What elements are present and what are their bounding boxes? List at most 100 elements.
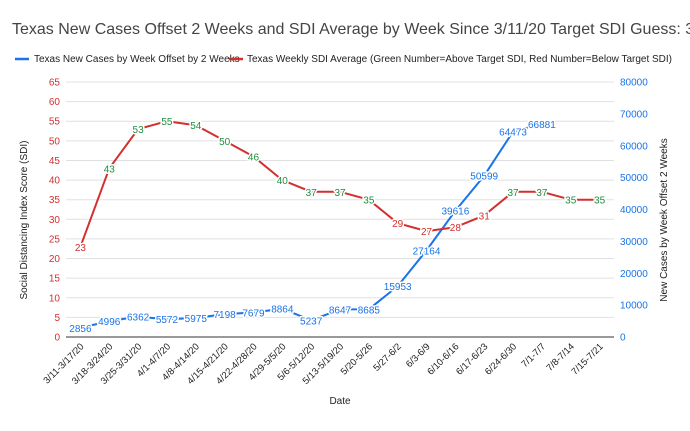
sdi-data-label: 54	[190, 121, 202, 132]
data-label-halo: 15953	[384, 282, 412, 293]
right-axis-title: New Cases by Week Offset 2 Weeks	[659, 138, 670, 301]
data-label-halo: 37	[507, 188, 519, 199]
sdi-data-label: 29	[392, 219, 404, 230]
right-tick-label: 20000	[620, 269, 648, 280]
data-label-halo: 7198	[214, 310, 237, 321]
sdi-data-label: 37	[536, 188, 548, 199]
data-label-halo: 4996	[98, 317, 121, 328]
cases-point	[136, 315, 140, 318]
sdi-point	[136, 127, 140, 131]
right-axis-ticks: 0 10000 20000 30000 40000 50000 60000 70000 8000…	[620, 78, 648, 344]
data-label-halo: 64473	[499, 127, 527, 138]
cases-point	[367, 308, 371, 311]
left-tick-label: 65	[49, 78, 61, 89]
x-axis-title: Date	[329, 396, 351, 407]
sdi-data-label: 37	[334, 188, 346, 199]
cases-point	[511, 130, 515, 133]
data-label-halo: 8685	[358, 305, 381, 316]
data-label-halo: 39616	[441, 207, 469, 218]
data-label-halo: 46	[248, 153, 260, 164]
sdi-data-label: 37	[507, 188, 519, 199]
left-axis-ticks: 0 5 10 15 20 25 30 35 40 45 50 55 60 65	[49, 78, 61, 344]
cases-data-label: 4996	[98, 317, 121, 328]
cases-data-label: 7198	[214, 310, 237, 321]
cases-data-label: 5237	[300, 316, 323, 327]
data-label-halo: 37	[334, 188, 346, 199]
cases-point	[252, 311, 255, 314]
sdi-data-label: 40	[277, 176, 289, 187]
cases-point	[194, 316, 197, 320]
left-tick-label: 25	[49, 234, 61, 245]
cases-data-label: 8647	[329, 305, 352, 316]
sdi-data-label: 53	[133, 125, 145, 136]
cases-point	[309, 319, 313, 322]
left-tick-label: 40	[49, 176, 61, 187]
left-tick-label: 35	[49, 195, 61, 206]
data-label-halo: 55	[161, 117, 173, 128]
left-tick-label: 10	[49, 293, 61, 304]
sdi-data-label: 35	[565, 196, 577, 207]
data-label-halo: 29	[392, 219, 404, 230]
left-tick-label: 55	[49, 117, 61, 128]
cases-data-label: 66881	[528, 120, 556, 131]
cases-point	[338, 308, 342, 311]
left-tick-label: 15	[49, 274, 61, 285]
sdi-data-label: 35	[594, 196, 606, 207]
cases-data-label: 7679	[242, 309, 265, 320]
cases-data-label: 50599	[470, 172, 498, 183]
sdi-data-label: 37	[306, 188, 318, 199]
data-label-halo: 53	[133, 125, 145, 136]
left-tick-label: 45	[49, 156, 61, 167]
x-axis-ticks: 3/11-3/17/203/18-3/24/203/25-3/31/204/1-…	[42, 341, 606, 387]
legend-label-sdi: Texas Weekly SDI Average (Green Number=A…	[247, 54, 672, 65]
sdi-data-label: 23	[75, 243, 87, 254]
sdi-data-label: 50	[219, 137, 231, 148]
cases-data-label: 64473	[499, 127, 527, 138]
right-tick-label: 0	[620, 333, 626, 344]
sdi-point	[223, 139, 226, 143]
x-tick-label: 7/15-7/21	[570, 341, 606, 377]
gridlines	[66, 81, 614, 338]
sdi-point	[569, 198, 572, 201]
left-tick-label: 60	[49, 97, 61, 108]
right-tick-label: 60000	[620, 141, 648, 152]
sdi-data-label: 46	[248, 153, 260, 164]
data-label-halo: 8647	[329, 305, 352, 316]
cases-data-label: 8685	[358, 305, 381, 316]
cases-point	[223, 312, 226, 316]
cases-point	[425, 249, 428, 252]
left-tick-label: 50	[49, 136, 61, 147]
cases-data-label: 15953	[384, 282, 412, 293]
sdi-point	[309, 190, 313, 194]
sdi-point	[483, 214, 486, 217]
data-label-halo: 35	[565, 196, 577, 207]
sdi-point	[396, 222, 399, 225]
left-tick-label: 20	[49, 254, 61, 265]
data-label-halo: 50599	[470, 172, 498, 183]
data-label-halo: 5975	[185, 314, 208, 325]
sdi-point	[540, 190, 544, 194]
data-label-halo: 5237	[300, 316, 323, 327]
cases-data-label: 8864	[271, 305, 294, 316]
cases-data-label: 2856	[69, 324, 92, 335]
chart-title: Texas New Cases Offset 2 Weeks and SDI A…	[12, 21, 690, 38]
cases-data-label: 39616	[441, 207, 469, 218]
left-tick-label: 5	[54, 313, 60, 324]
data-label-halo: 23	[75, 243, 87, 254]
sdi-series-line	[79, 120, 600, 248]
data-label-halo: 8864	[271, 305, 294, 316]
left-tick-label: 30	[49, 215, 61, 226]
cases-point	[396, 284, 399, 288]
data-label-halo: 35	[594, 196, 606, 207]
legend: Texas New Cases by Week Offset by 2 Week…	[15, 54, 672, 65]
data-label-halo: 2856	[69, 324, 92, 335]
data-label-halo: 28	[450, 223, 462, 234]
sdi-point	[454, 225, 457, 229]
sdi-data-label: 35	[363, 196, 375, 207]
data-label-halo: 37	[306, 188, 318, 199]
sdi-point	[165, 120, 169, 123]
cases-point	[79, 326, 82, 330]
sdi-point	[598, 198, 601, 201]
